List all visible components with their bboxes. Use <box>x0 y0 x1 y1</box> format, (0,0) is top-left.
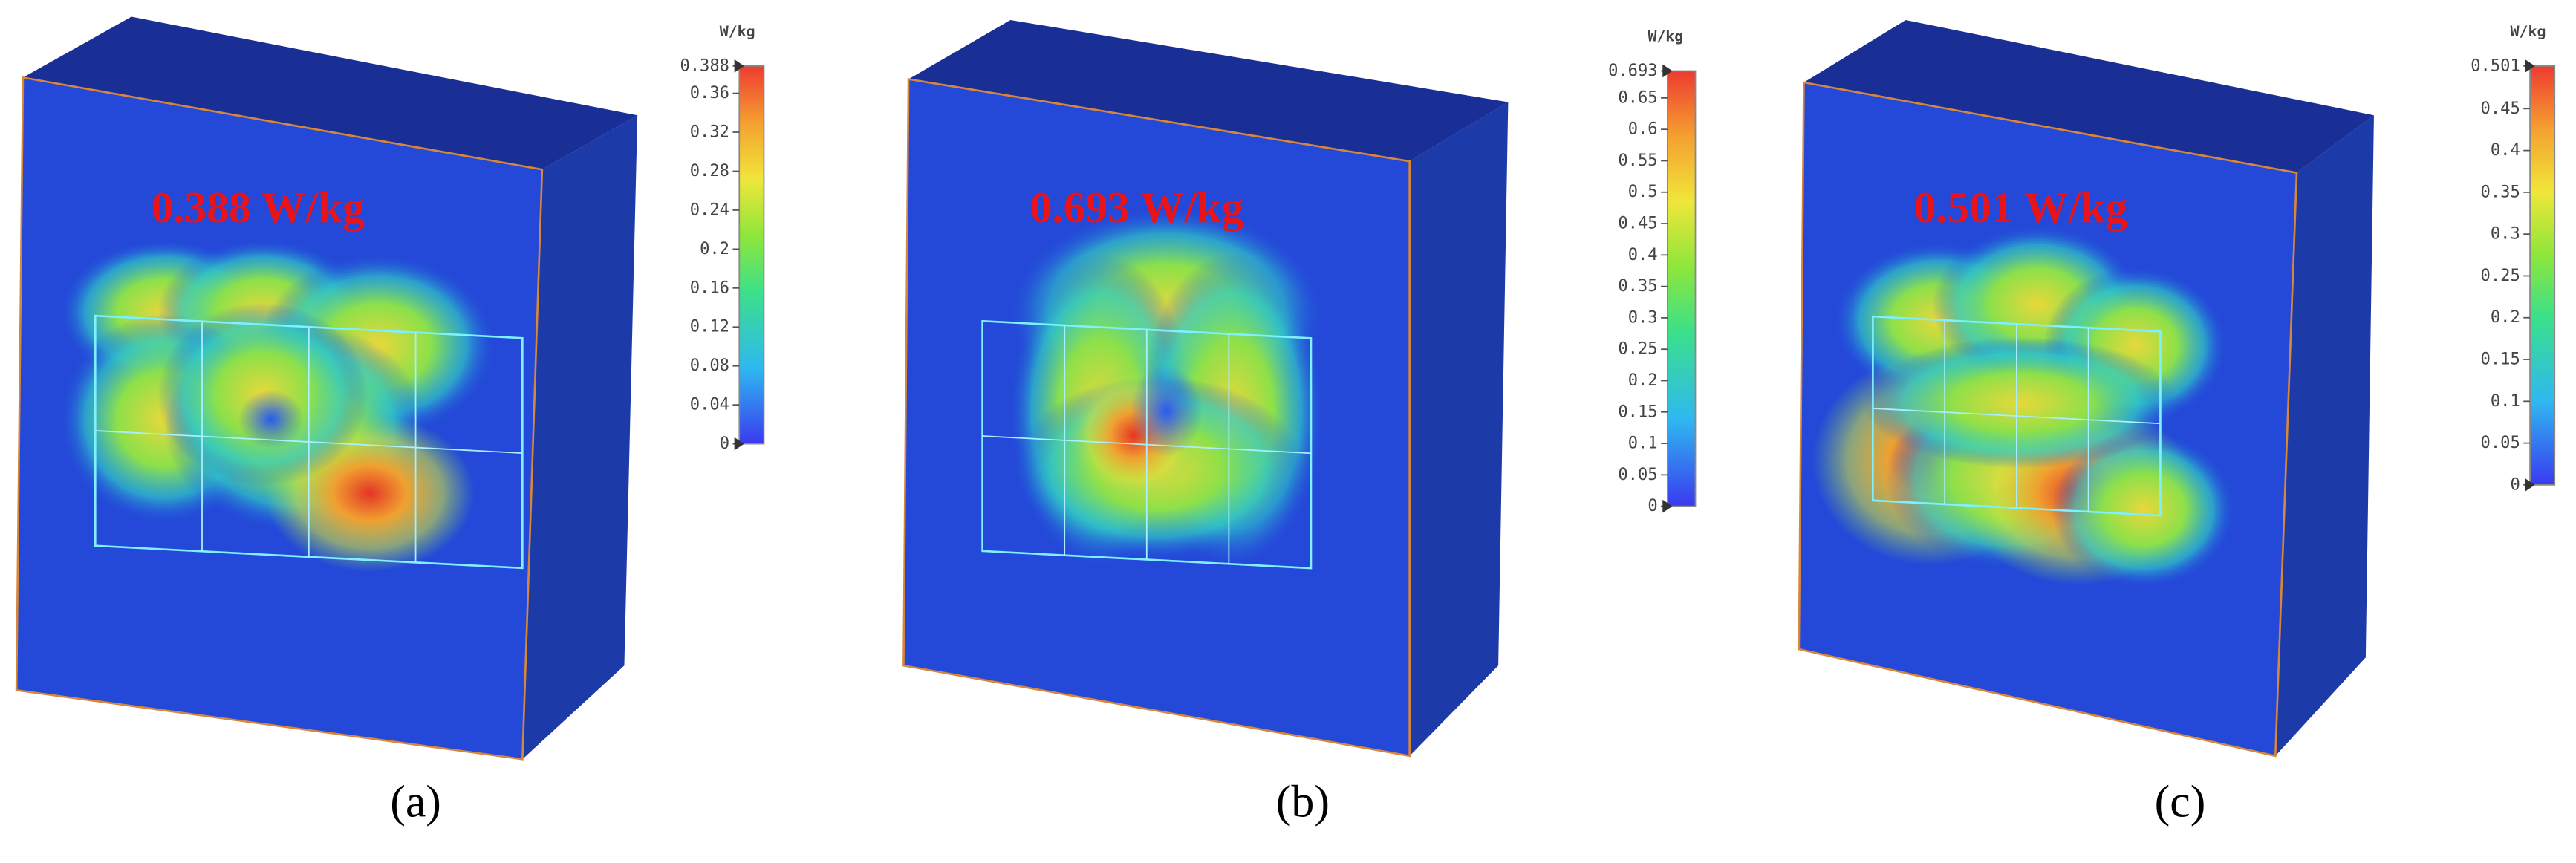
colorbar-marker <box>1662 499 1673 513</box>
colorbar-tick-label: 0.15 <box>1618 402 1657 421</box>
colorbar <box>1667 70 1697 507</box>
antenna-cell <box>982 435 1311 455</box>
colorbar-tick-label: 0.25 <box>1618 339 1657 359</box>
peak-sar-label: 0.693 W/kg <box>1030 183 1244 232</box>
box-side <box>1409 102 1509 756</box>
colorbar-tick-label: 0 <box>2510 475 2520 494</box>
colorbar-tick-label: 0.36 <box>690 83 729 102</box>
colorbar-tick-label: 0.32 <box>690 123 729 142</box>
colorbar-tick-label: 0.1 <box>2491 391 2520 411</box>
colorbar-tick-label: 0.5 <box>1628 182 1658 201</box>
colorbar-tick-label: 0.693 <box>1608 61 1658 80</box>
colorbar-tick-label: 0.24 <box>690 200 729 219</box>
colorbar-unit: W/kg <box>720 23 755 40</box>
sar-cold <box>1130 365 1203 457</box>
colorbar-unit: W/kg <box>2511 23 2546 40</box>
colorbar-tick-label: 0.16 <box>690 278 729 297</box>
box-top <box>22 16 638 170</box>
colorbar-tick-label: 0.15 <box>2481 350 2520 369</box>
colorbar-tick-label: 0.45 <box>2481 99 2520 118</box>
colorbar-tick-label: 0.25 <box>2481 266 2520 285</box>
colorbar-tick-label: 0.08 <box>690 356 729 375</box>
colorbar-tick-label: 0.65 <box>1618 88 1657 107</box>
colorbar-tick-label: 0 <box>720 434 729 453</box>
colorbar-tick-label: 0.4 <box>2491 140 2520 160</box>
colorbar-tick-label: 0.35 <box>2481 182 2520 201</box>
colorbar-tick-label: 0.388 <box>680 56 729 75</box>
colorbar-tick-label: 0.3 <box>2491 224 2520 244</box>
colorbar-marker <box>2525 59 2535 73</box>
colorbar-tick-label: 0.05 <box>1618 465 1657 484</box>
colorbar-tick-label: 0.35 <box>1618 276 1657 296</box>
panel: 0.501 W/kg (c) W/kg 0.501 0.45 0.4 0.35 0.3 0.25… <box>1798 19 2556 827</box>
panel: 0.388 W/kg (a) W/kg 0.388 0.36 0.32 0.28 0.24 0.… <box>15 16 765 827</box>
peak-sar-label: 0.501 W/kg <box>1914 183 2128 232</box>
colorbar-tick-label: 0.55 <box>1618 151 1657 170</box>
colorbar <box>738 65 765 445</box>
sar-cold <box>238 389 305 449</box>
colorbar-tick-label: 0.6 <box>1628 120 1658 139</box>
panel-label: (c) <box>2155 777 2206 827</box>
colorbar-tick-label: 0.2 <box>700 239 729 258</box>
colorbar-tick-label: 0.12 <box>690 317 729 336</box>
colorbar-marker <box>734 59 744 73</box>
box-top <box>908 19 1509 162</box>
colorbar-tick-label: 0.2 <box>2491 307 2520 327</box>
panel: 0.693 W/kg (b) W/kg 0.693 0.65 0.6 0.55 0.5 0.45… <box>902 19 1697 827</box>
colorbar-tick-label: 0.28 <box>690 161 729 180</box>
sar-hotspot <box>2052 430 2237 589</box>
colorbar-marker <box>734 437 744 451</box>
box-side <box>522 115 638 760</box>
colorbar-tick-label: 0 <box>1648 496 1657 515</box>
colorbar-unit: W/kg <box>1648 28 1683 45</box>
colorbar-marker <box>2525 478 2535 492</box>
colorbar-tick-label: 0.4 <box>1628 245 1658 264</box>
peak-sar-label: 0.388 W/kg <box>151 183 365 232</box>
colorbar-tick-label: 0.501 <box>2471 56 2520 75</box>
antenna-cell <box>95 430 523 454</box>
box-top <box>1803 19 2374 173</box>
colorbar <box>2529 65 2556 486</box>
box-side <box>2275 115 2374 756</box>
panel-label: (b) <box>1276 777 1330 827</box>
colorbar-tick-label: 0.2 <box>1628 371 1658 390</box>
colorbar-tick-label: 0.1 <box>1628 434 1658 453</box>
sar-hotspot <box>1863 336 2179 469</box>
antenna-cell <box>1873 408 2161 425</box>
colorbar-tick-label: 0.04 <box>690 395 729 414</box>
colorbar-tick-label: 0.05 <box>2481 433 2520 452</box>
panel-label: (a) <box>390 777 441 827</box>
colorbar-tick-label: 0.45 <box>1618 214 1657 233</box>
colorbar-marker <box>1662 64 1673 78</box>
colorbar-tick-label: 0.3 <box>1628 307 1658 327</box>
